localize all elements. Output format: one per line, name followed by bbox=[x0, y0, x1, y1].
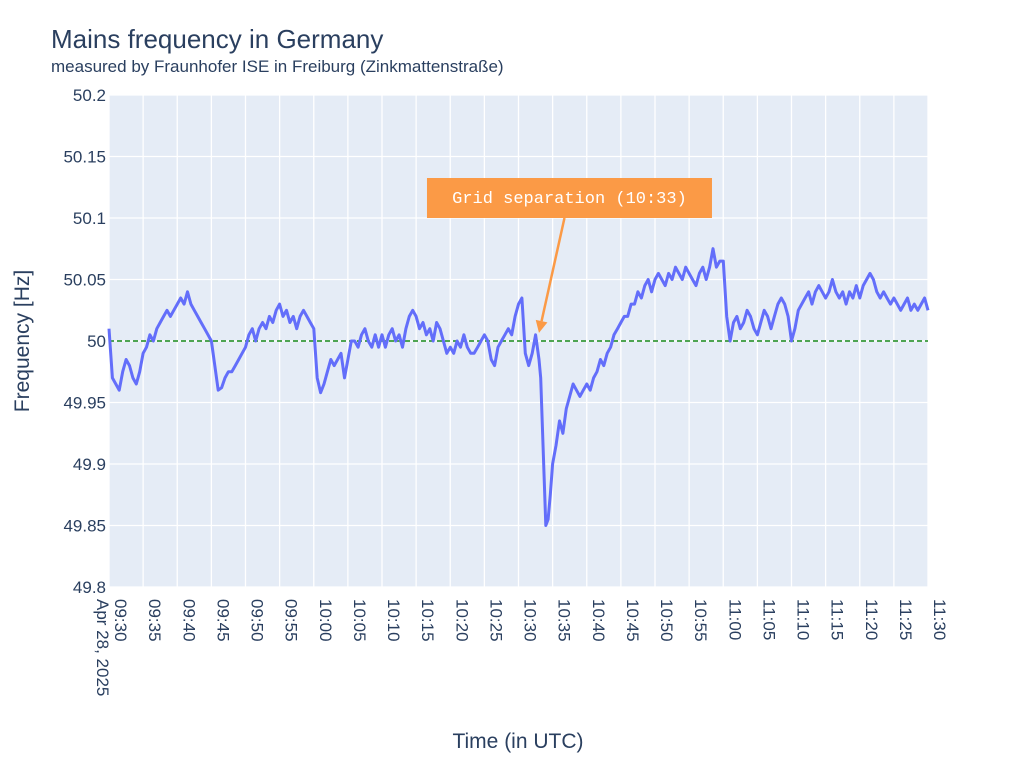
y-tick-label: 50.1 bbox=[73, 209, 106, 228]
annotation-arrow bbox=[540, 217, 566, 322]
annotation-grid-separation: Grid separation (10:33) bbox=[426, 178, 712, 333]
y-tick-label: 49.9 bbox=[73, 455, 106, 474]
y-tick-label: 50 bbox=[87, 332, 106, 351]
x-tick-label: 10:20 bbox=[452, 599, 471, 642]
x-tick-label: 10:45 bbox=[623, 599, 642, 642]
x-tick-label: 11:00 bbox=[725, 599, 744, 640]
x-tick-label: 10:00 bbox=[316, 599, 335, 642]
x-tick-label: 11:30 bbox=[930, 599, 949, 640]
chart-subtitle: measured by Fraunhofer ISE in Freiburg (… bbox=[51, 57, 504, 76]
x-tick-label: 09:55 bbox=[282, 599, 301, 642]
x-tick-label: 10:35 bbox=[555, 599, 574, 642]
y-axis-title: Frequency [Hz] bbox=[11, 270, 34, 412]
chart-title: Mains frequency in Germany bbox=[51, 24, 383, 54]
x-tick-label: 11:05 bbox=[759, 599, 778, 640]
x-tick-label: 10:50 bbox=[657, 599, 676, 642]
annotation-text: Grid separation (10:33) bbox=[452, 190, 687, 209]
x-tick-label: 09:35 bbox=[145, 599, 164, 642]
x-tick-label: 10:15 bbox=[418, 599, 437, 642]
x-tick-label: 09:50 bbox=[248, 599, 267, 642]
y-tick-label: 49.95 bbox=[63, 394, 106, 413]
x-tick-label: 10:10 bbox=[384, 599, 403, 642]
x-tick-label: 10:25 bbox=[486, 599, 505, 642]
y-tick-labels: 49.8 49.85 49.9 49.95 50 50.05 50.1 50.15 50.2 bbox=[63, 86, 106, 597]
y-tick-label: 50.05 bbox=[63, 271, 106, 290]
x-tick-label: 09:45 bbox=[213, 599, 232, 642]
x-tick-label: 11:20 bbox=[862, 599, 881, 640]
x-tick-label: 10:55 bbox=[691, 599, 710, 642]
x-tick-label: 09:40 bbox=[179, 599, 198, 642]
y-tick-label: 49.8 bbox=[73, 578, 106, 597]
series-line-frequency bbox=[107, 247, 930, 527]
x-tick-label: 10:40 bbox=[589, 599, 608, 642]
x-date-label: Apr 28, 2025 bbox=[93, 599, 112, 696]
x-tick-label: 11:10 bbox=[794, 599, 813, 640]
x-tick-label: 11:25 bbox=[896, 599, 915, 640]
x-tick-label: 10:30 bbox=[521, 599, 540, 642]
y-tick-label: 49.85 bbox=[63, 517, 106, 536]
annotation-arrowhead bbox=[535, 319, 548, 333]
annotation-box bbox=[426, 178, 712, 218]
x-tick-label: 10:05 bbox=[350, 599, 369, 642]
x-tick-label: 11:15 bbox=[828, 599, 847, 640]
y-tick-label: 50.2 bbox=[73, 86, 106, 105]
x-tick-label: 09:30 bbox=[111, 599, 130, 642]
x-axis-title: Time (in UTC) bbox=[452, 730, 583, 753]
y-tick-label: 50.15 bbox=[63, 148, 106, 167]
